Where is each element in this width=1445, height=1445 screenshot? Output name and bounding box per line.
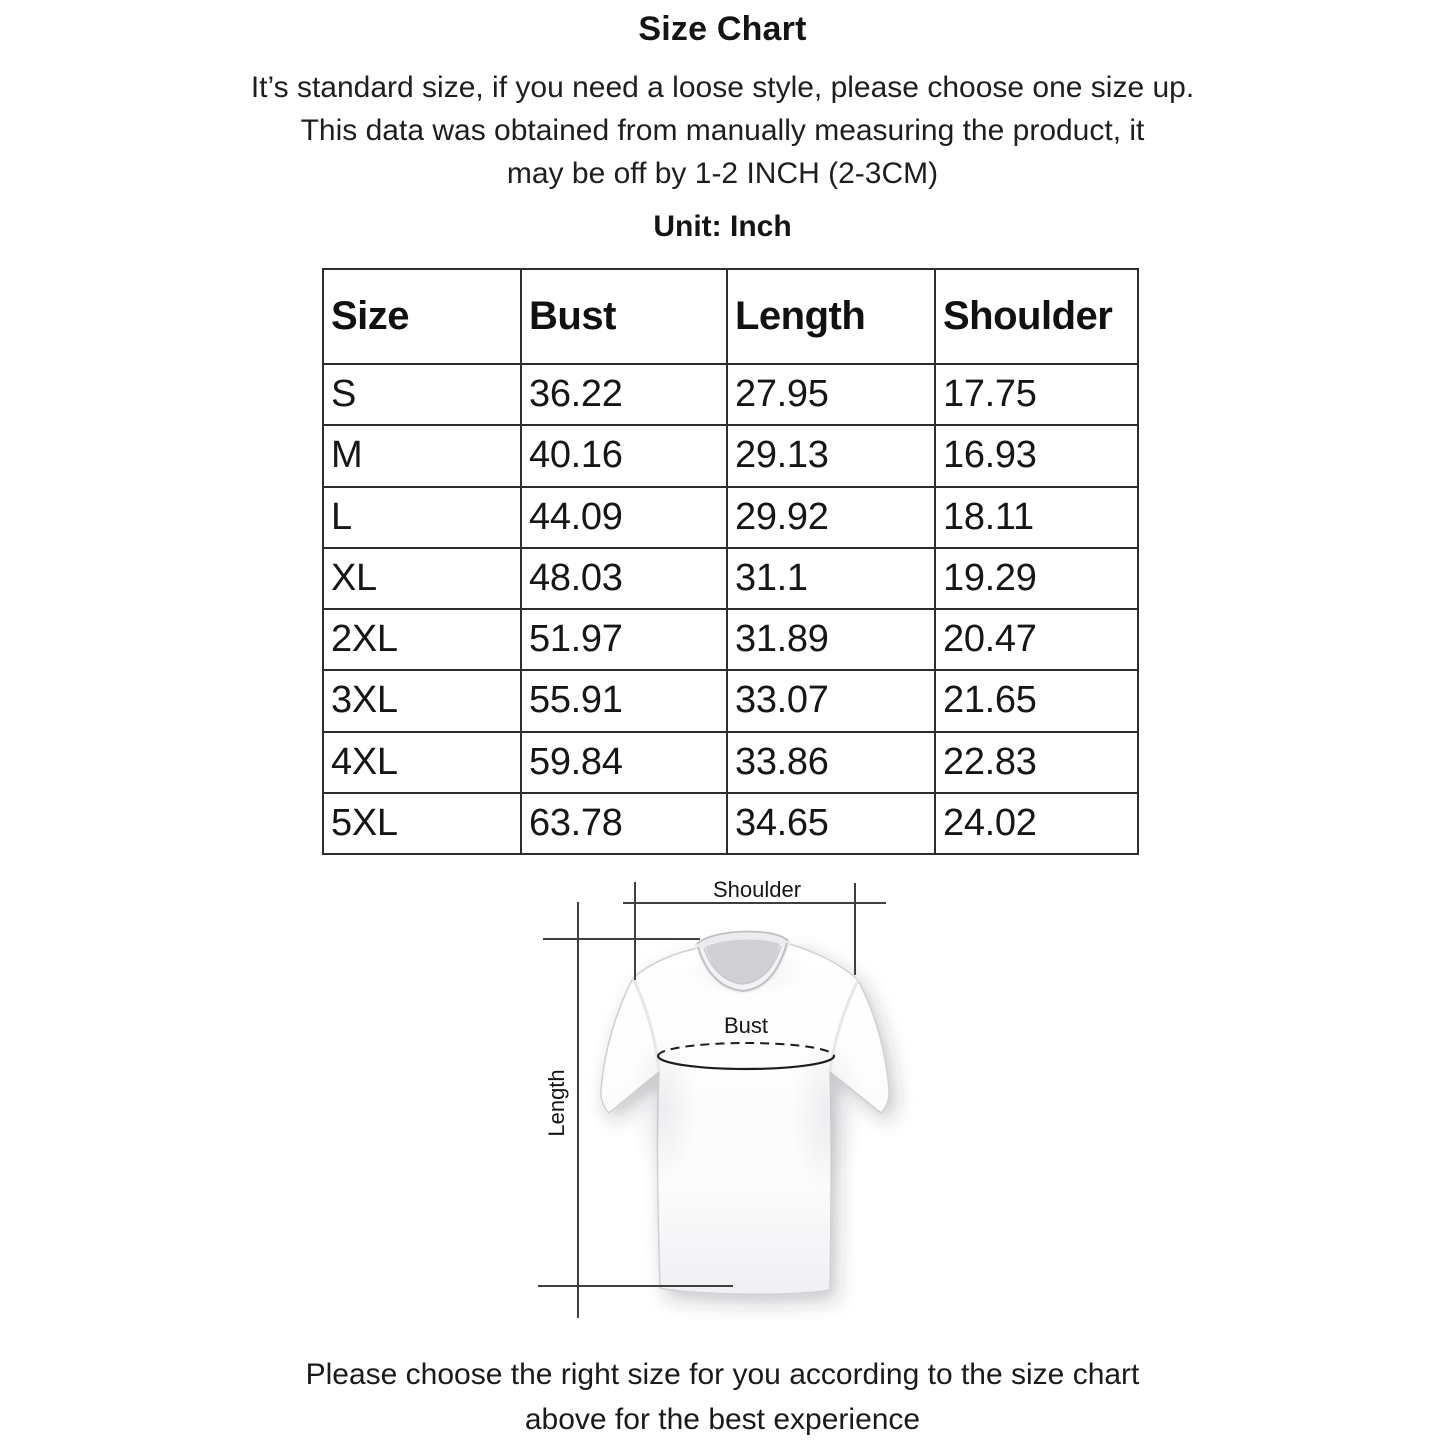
- bust-label: Bust: [724, 1013, 768, 1038]
- column-header-bust: Bust: [520, 268, 728, 365]
- footer-line: Please choose the right size for you acc…: [305, 1358, 1140, 1391]
- table-row: 3XL 55.91 33.07 21.65: [322, 669, 1139, 733]
- cell-length: 34.65: [726, 791, 936, 856]
- cell-size: XL: [322, 546, 522, 611]
- armhole-seam: [631, 977, 661, 1073]
- cell-shoulder: 22.83: [934, 730, 1139, 794]
- cell-bust: 63.78: [520, 791, 728, 856]
- cell-bust: 44.09: [520, 485, 728, 549]
- cell-bust: 55.91: [520, 669, 728, 733]
- cell-shoulder: 21.65: [934, 669, 1139, 733]
- table-row: 4XL 59.84 33.86 22.83: [322, 730, 1139, 794]
- footer-note: Please choose the right size for you acc…: [0, 1352, 1445, 1442]
- shading: [792, 1035, 864, 1191]
- tshirt-diagram: Shoulder Bust Length: [538, 877, 890, 1318]
- cell-bust: 36.22: [520, 362, 728, 427]
- cell-length: 29.13: [726, 424, 936, 488]
- table-row: S 36.22 27.95 17.75: [322, 362, 1139, 427]
- bust-ellipse-dashed: [657, 1042, 835, 1057]
- table-row: L 44.09 29.92 18.11: [322, 485, 1139, 549]
- cell-length: 29.92: [726, 485, 936, 549]
- cell-size: 4XL: [322, 730, 522, 794]
- table-row: 2XL 51.97 31.89 20.47: [322, 607, 1139, 672]
- cell-bust: 40.16: [520, 424, 728, 488]
- cell-size: 2XL: [322, 607, 522, 672]
- description-line: may be off by 1-2 INCH (2-3CM): [506, 157, 939, 190]
- cell-bust: 48.03: [520, 546, 728, 611]
- cell-shoulder: 17.75: [934, 362, 1139, 427]
- shoulder-label: Shoulder: [713, 877, 801, 902]
- footer-line: above for the best experience: [524, 1403, 921, 1436]
- collar: [694, 930, 791, 994]
- table-row: XL 48.03 31.1 19.29: [322, 546, 1139, 611]
- size-chart-table: Size Bust Length Shoulder S 36.22 27.95 …: [322, 268, 1139, 856]
- table-row: M 40.16 29.13 16.93: [322, 424, 1139, 488]
- cell-shoulder: 24.02: [934, 791, 1139, 856]
- column-header-length: Length: [726, 268, 936, 365]
- cell-size: 5XL: [322, 791, 522, 856]
- cell-shoulder: 19.29: [934, 546, 1139, 611]
- bust-ellipse-solid: [656, 1055, 836, 1071]
- cell-bust: 51.97: [520, 607, 728, 672]
- cell-size: S: [322, 362, 522, 427]
- shading: [628, 1035, 696, 1179]
- cell-length: 33.07: [726, 669, 936, 733]
- cell-shoulder: 20.47: [934, 607, 1139, 672]
- length-label: Length: [544, 1069, 569, 1136]
- cell-shoulder: 16.93: [934, 424, 1139, 488]
- cell-shoulder: 18.11: [934, 485, 1139, 549]
- page-title: Size Chart: [638, 10, 807, 48]
- column-header-size: Size: [322, 268, 522, 365]
- description-line: It’s standard size, if you need a loose …: [250, 71, 1195, 104]
- size-description: It’s standard size, if you need a loose …: [0, 66, 1445, 195]
- cell-length: 31.1: [726, 546, 936, 611]
- measurement-lines: Shoulder Bust Length: [538, 877, 886, 1318]
- cell-length: 33.86: [726, 730, 936, 794]
- cell-size: M: [322, 424, 522, 488]
- description-line: This data was obtained from manually mea…: [300, 114, 1145, 147]
- cell-length: 31.89: [726, 607, 936, 672]
- cell-size: 3XL: [322, 669, 522, 733]
- cell-length: 27.95: [726, 362, 936, 427]
- table-header-row: Size Bust Length Shoulder: [322, 268, 1139, 365]
- table-row: 5XL 63.78 34.65 24.02: [322, 791, 1139, 856]
- unit-label: Unit: Inch: [653, 210, 792, 243]
- cell-bust: 59.84: [520, 730, 728, 794]
- cell-size: L: [322, 485, 522, 549]
- armhole-seam: [828, 979, 860, 1073]
- column-header-shoulder: Shoulder: [934, 268, 1139, 365]
- tshirt-graphic: [600, 930, 890, 1296]
